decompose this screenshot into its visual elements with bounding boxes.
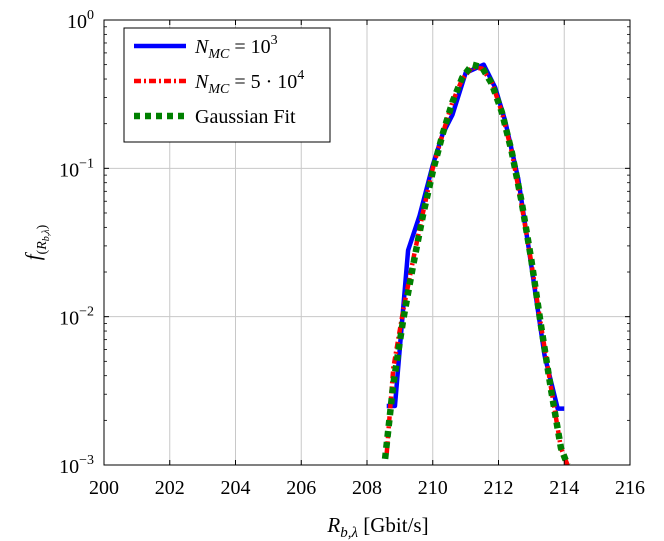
y-tick-label: 10−2 — [59, 305, 94, 330]
series-line-0 — [386, 62, 565, 411]
y-axis-title: f(Rb,λ) — [21, 224, 52, 260]
x-tick-label: 216 — [615, 477, 645, 499]
series-line-2 — [381, 61, 571, 465]
y-tick-labels: 10−3 10−2 10−1 100 — [59, 8, 94, 478]
x-tick-label: 212 — [484, 477, 514, 499]
legend: NMC = 103 NMC = 5 · 104 Gaussian Fit — [123, 27, 331, 143]
axis-titles: Rb,λ [Gbit/s] f(Rb,λ) — [21, 224, 429, 541]
legend-label-2: Gaussian Fit — [195, 106, 296, 128]
y-tick-label: 10−1 — [59, 156, 94, 181]
x-tick-label: 214 — [549, 477, 579, 499]
x-tick-label: 206 — [286, 477, 316, 499]
y-tick-label: 100 — [67, 8, 94, 33]
y-tick-label: 10−3 — [59, 453, 94, 478]
x-tick-label: 202 — [155, 477, 185, 499]
x-tick-label: 204 — [221, 477, 251, 499]
series-layer — [381, 61, 571, 465]
legend-label-0: NMC = 103 — [194, 33, 278, 62]
x-tick-label: 210 — [418, 477, 448, 499]
x-axis-title: Rb,λ [Gbit/s] — [326, 513, 428, 541]
series-line-1 — [384, 65, 570, 465]
x-tick-label: 208 — [352, 477, 382, 499]
x-tick-label: 200 — [89, 477, 119, 499]
legend-label-1: NMC = 5 · 104 — [194, 68, 304, 97]
x-tick-labels: 200 202 204 206 208 210 212 214 216 — [89, 477, 645, 499]
ticks — [103, 19, 631, 466]
